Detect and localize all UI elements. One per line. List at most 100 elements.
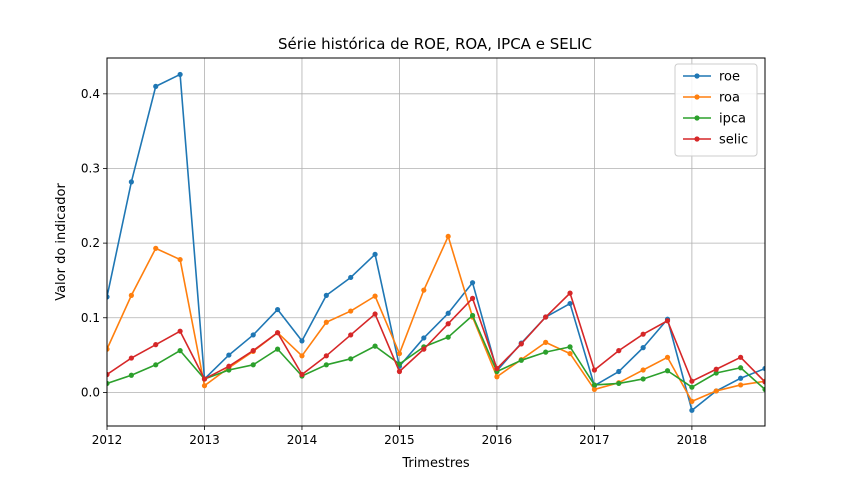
data-point-ipca [762, 386, 765, 393]
data-point-roe [616, 368, 622, 375]
data-point-roa [640, 367, 646, 373]
data-point-selic [567, 290, 573, 296]
y-tick-label: 0.2 [81, 236, 100, 250]
data-point-selic [469, 295, 476, 301]
data-point-roa [713, 388, 719, 394]
data-point-selic [713, 366, 719, 372]
data-point-roe [738, 375, 744, 381]
data-point-selic [299, 371, 305, 378]
data-point-ipca [107, 380, 110, 387]
data-point-roa [107, 346, 110, 352]
data-point-selic [372, 311, 378, 317]
data-point-roe [299, 338, 305, 344]
data-point-roe [250, 332, 256, 338]
data-point-selic [348, 332, 354, 338]
data-point-roa [323, 319, 329, 325]
axis-ticks: 2012 2013 2014 2015 2016 2017 2018 0.0 0.1 0.2 0.3… [81, 87, 707, 447]
x-tick-label: 2016 [482, 433, 513, 447]
data-point-selic [640, 331, 646, 337]
data-point-ipca [591, 382, 598, 388]
series-line-selic [107, 292, 765, 383]
data-point-ipca [518, 357, 524, 363]
y-tick-label: 0.4 [81, 87, 100, 101]
legend-label-roe: roe [719, 70, 740, 85]
data-point-roa [177, 256, 183, 263]
data-point-roe [177, 71, 183, 78]
chart-title: Série histórica de ROE, ROA, IPCA e SELI… [278, 35, 592, 53]
data-point-roa [689, 398, 695, 404]
data-point-roa [494, 374, 500, 380]
x-axis-label: Trimestres [401, 456, 470, 471]
data-point-selic [153, 342, 159, 348]
x-tick-label: 2015 [384, 433, 415, 447]
data-point-roe [567, 300, 573, 307]
data-point-ipca [469, 312, 476, 319]
data-point-roe [689, 407, 695, 413]
data-point-roa [299, 353, 305, 359]
data-point-roa [201, 383, 208, 389]
data-point-roa [738, 382, 744, 388]
data-point-roa [543, 339, 549, 345]
data-point-ipca [713, 370, 719, 376]
data-point-roe [469, 280, 476, 286]
data-point-selic [201, 376, 208, 382]
data-point-selic [664, 318, 671, 324]
data-point-ipca [323, 362, 329, 368]
legend-marker-selic [694, 136, 700, 142]
series-layer [107, 71, 765, 413]
data-point-selic [543, 314, 549, 320]
x-tick-label: 2017 [579, 433, 610, 447]
data-point-ipca [664, 368, 671, 374]
y-tick-label: 0.1 [81, 311, 100, 325]
data-point-roe [128, 179, 134, 185]
data-point-ipca [543, 349, 549, 355]
plot-area-frame [106, 57, 766, 427]
data-point-roe [226, 352, 232, 358]
data-point-ipca [689, 384, 695, 390]
data-point-selic [738, 354, 744, 360]
data-point-selic [762, 379, 765, 385]
data-point-ipca [348, 356, 354, 362]
data-point-roa [348, 308, 354, 314]
x-tick-label: 2012 [92, 433, 123, 447]
data-point-ipca [738, 365, 744, 371]
data-point-roa [372, 293, 378, 299]
data-point-ipca [128, 372, 134, 378]
data-point-roa [128, 292, 134, 298]
data-point-roe [640, 345, 646, 351]
data-point-ipca [153, 362, 159, 368]
data-point-ipca [250, 362, 256, 368]
series-line-ipca [107, 314, 765, 391]
series-ipca [107, 312, 765, 393]
y-tick-label: 0.0 [81, 385, 100, 399]
data-point-roa [396, 350, 403, 357]
data-point-roa [591, 386, 598, 393]
data-point-ipca [616, 380, 622, 387]
data-point-roe [107, 294, 110, 300]
data-point-ipca [274, 346, 281, 352]
legend-marker-roe [694, 73, 700, 79]
x-tick-label: 2018 [677, 433, 708, 447]
legend-box [674, 63, 758, 157]
data-point-selic [323, 353, 329, 359]
data-point-selic [274, 330, 281, 336]
data-point-selic [107, 371, 110, 378]
data-point-roe [274, 306, 281, 313]
data-point-selic [689, 378, 695, 384]
data-point-ipca [567, 344, 573, 350]
data-point-roe [348, 274, 354, 281]
data-point-selic [177, 328, 183, 334]
data-point-ipca [640, 376, 646, 382]
data-point-selic [616, 348, 622, 354]
data-point-ipca [396, 361, 403, 367]
data-point-ipca [445, 334, 451, 340]
data-point-roa [664, 354, 671, 360]
series-roe [107, 71, 765, 413]
data-point-selic [421, 346, 427, 352]
series-selic [107, 290, 765, 385]
legend-label-roa: roa [719, 91, 740, 106]
data-point-roe [153, 83, 159, 89]
data-point-selic [494, 365, 500, 372]
data-point-ipca [226, 367, 232, 373]
